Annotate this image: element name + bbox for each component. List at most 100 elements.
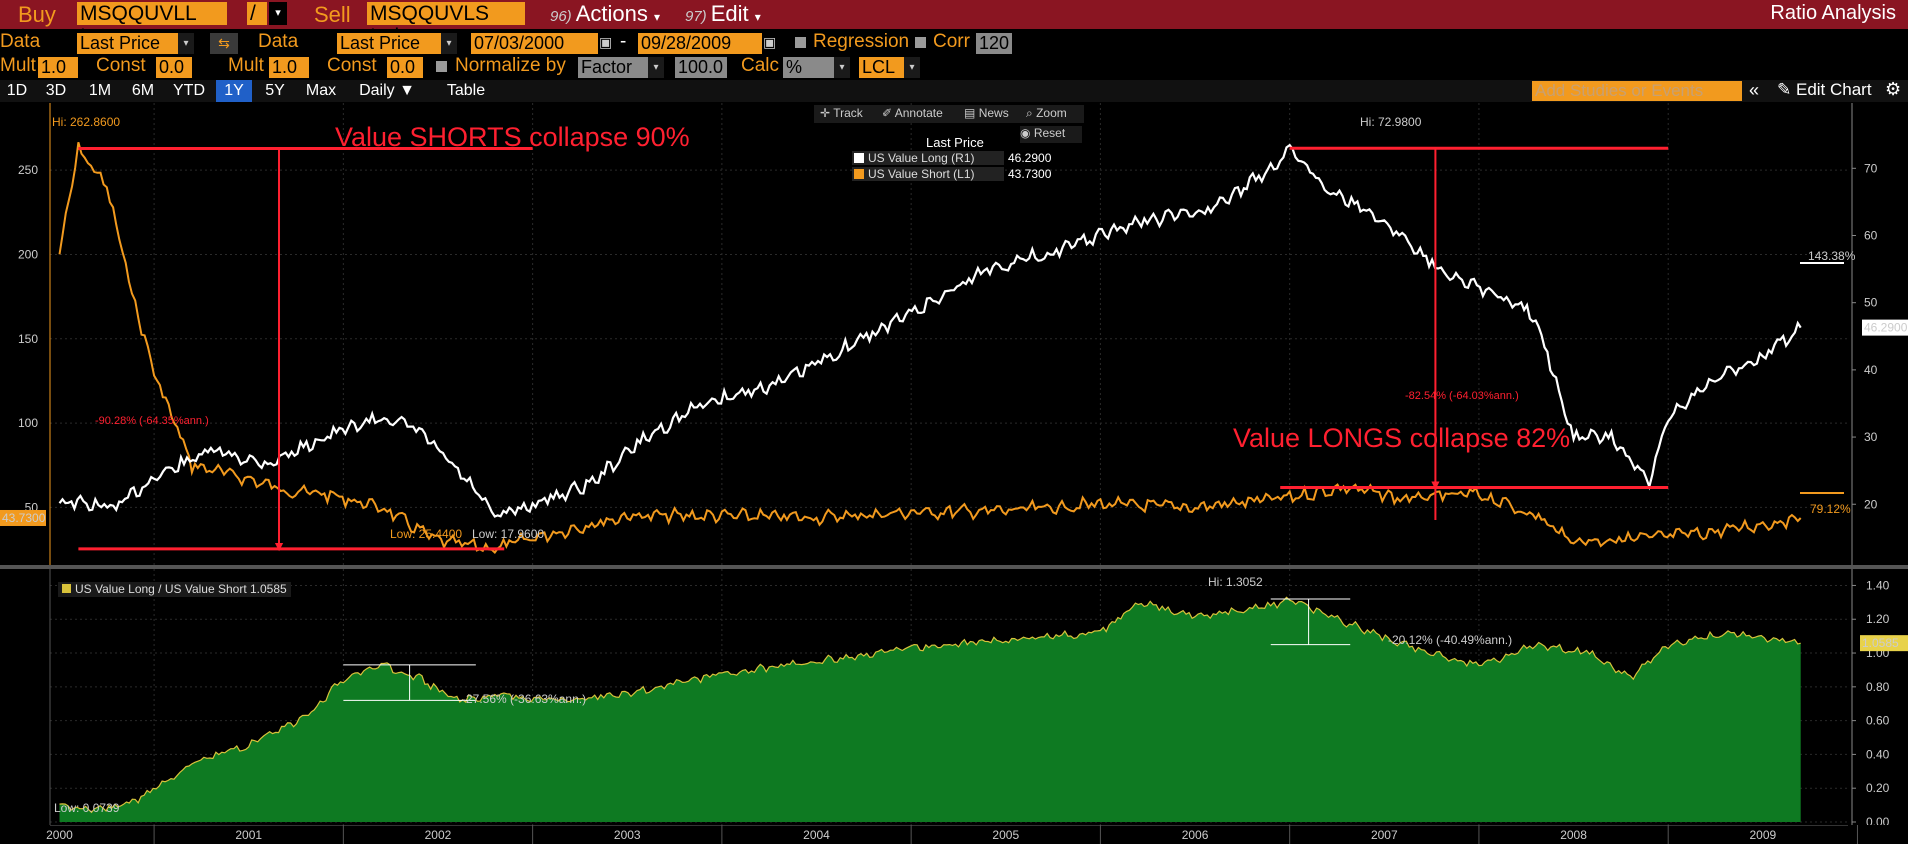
period-1y[interactable]: 1Y <box>216 80 252 102</box>
x-axis-year-label: 2009 <box>1749 828 1776 842</box>
sell-label: Sell <box>314 2 351 27</box>
calc-dropdown-icon[interactable]: ▾ <box>834 57 850 78</box>
period-1m[interactable]: 1M <box>88 82 112 99</box>
zoom-button[interactable]: ⌕ Zoom <box>1026 106 1067 121</box>
ratio-legend[interactable]: US Value Long / US Value Short 1.0585 <box>58 582 291 597</box>
price-grid <box>50 103 1848 565</box>
swap-icon[interactable]: ⇆ <box>210 33 238 54</box>
x-axis-year-label: 2004 <box>803 828 830 842</box>
x-axis-year-label: 2003 <box>614 828 641 842</box>
x-axis-year-label: 2008 <box>1560 828 1587 842</box>
actions-menu-label: Actions <box>575 1 648 26</box>
legend-long-row[interactable]: US Value Long (R1) <box>852 151 1004 165</box>
add-studies-input[interactable]: Add Studies or Events <box>1532 81 1742 101</box>
mult2-field[interactable]: 1.0 <box>269 57 309 78</box>
news-icon: ▤ <box>964 106 976 120</box>
actions-menu[interactable]: 96) Actions ▾ <box>550 1 660 27</box>
calc-field[interactable]: % <box>783 57 845 78</box>
lcl-dropdown-icon[interactable]: ▾ <box>904 57 920 78</box>
actions-menu-number: 96) <box>550 8 572 25</box>
annotate-label: Annotate <box>894 106 943 120</box>
start-calendar-icon[interactable]: ▣ <box>599 34 613 50</box>
price-legend: Last Price US Value Long (R1) 46.2900 US… <box>850 134 1060 184</box>
start-date-field[interactable]: 07/03/2000 <box>471 33 598 54</box>
left-axis-tick: 100 <box>18 416 38 430</box>
long-low-label: Low: 17.9600 <box>472 527 544 541</box>
data1-dropdown-icon[interactable]: ▾ <box>178 33 194 54</box>
ratio-axes: 0.000.200.400.600.801.001.201.40 <box>49 569 1890 829</box>
mult1-label: Mult <box>0 55 36 76</box>
legend-short-swatch <box>854 169 864 179</box>
edit-menu[interactable]: 97) Edit ▾ <box>685 1 761 27</box>
chart-divider[interactable] <box>0 565 1908 569</box>
data1-label: Data <box>0 31 41 52</box>
legend-title: Last Price <box>926 135 984 150</box>
x-axis-year-label: 2000 <box>46 828 73 842</box>
longs-collapse-label: Value LONGS collapse 82% <box>1233 423 1570 453</box>
collapse-icon[interactable]: « <box>1749 80 1760 100</box>
lcl-field[interactable]: LCL <box>859 57 909 78</box>
const2-field[interactable]: 0.0 <box>387 57 423 78</box>
x-axis-year-label: 2001 <box>235 828 262 842</box>
data2-field[interactable]: Last Price <box>337 33 455 54</box>
end-date-field[interactable]: 09/28/2009 <box>638 33 762 54</box>
mult1-field[interactable]: 1.0 <box>38 57 78 78</box>
const1-field[interactable]: 0.0 <box>156 57 192 78</box>
normalize-label: Normalize by <box>455 55 566 76</box>
edit-chart-button[interactable]: ✎ Edit Chart <box>1777 80 1872 100</box>
frequency-label: Daily <box>359 82 395 99</box>
pencil-icon: ✎ <box>1777 80 1792 99</box>
buy-ticker-field[interactable]: MSQQUVLL Inc <box>77 2 227 48</box>
corr-label: Corr <box>933 31 970 52</box>
legend-short-row[interactable]: US Value Short (L1) <box>852 167 1004 181</box>
gear-icon[interactable]: ⚙ <box>1885 79 1902 99</box>
right-axis-tick: 20 <box>1864 497 1878 511</box>
data2-label: Data <box>258 31 299 52</box>
reset-button[interactable]: ◉ Reset <box>1020 126 1082 143</box>
period-6m[interactable]: 6M <box>131 82 155 99</box>
period-5y[interactable]: 5Y <box>265 82 285 99</box>
legend-short-value: 43.7300 <box>1008 167 1052 181</box>
title-bar <box>0 0 1908 29</box>
period-1d[interactable]: 1D <box>6 82 28 99</box>
news-button[interactable]: ▤ News <box>964 106 1009 120</box>
left-axis-tick: 150 <box>18 332 38 346</box>
legend-long-swatch <box>854 153 864 163</box>
factor-field[interactable]: 100.0 <box>675 57 727 78</box>
normalize-field[interactable]: Factor <box>578 57 654 78</box>
corr-field[interactable]: 120 <box>976 33 1012 54</box>
frequency-dropdown[interactable]: Daily ▼ <box>348 80 426 102</box>
corr-checkbox[interactable] <box>915 37 926 48</box>
operator-dropdown-icon[interactable]: ▾ <box>269 2 287 25</box>
ratio-axis-tick: 1.20 <box>1866 612 1890 626</box>
end-calendar-icon[interactable]: ▣ <box>763 34 777 50</box>
annotate-icon: ✐ <box>882 106 893 120</box>
data1-field[interactable]: Last Price <box>77 33 192 54</box>
ratio-legend-title: US Value Long / US Value Short 1.0585 <box>75 582 287 596</box>
ratio-chart[interactable]: 0.000.200.400.600.801.001.201.40 Hi: 1.3… <box>0 569 1908 829</box>
ratio-hi-label: Hi: 1.3052 <box>1208 575 1263 589</box>
right-axis-tick: 70 <box>1864 161 1878 175</box>
x-axis-year-label: 2002 <box>425 828 452 842</box>
x-axis-bg <box>0 825 1908 844</box>
normalize-checkbox[interactable] <box>436 61 447 72</box>
app-title: Ratio Analysis <box>1770 2 1896 24</box>
buy-label: Buy <box>18 2 56 27</box>
x-axis-year-label: 2007 <box>1371 828 1398 842</box>
annotate-button[interactable]: ✐ Annotate <box>882 106 943 120</box>
settings-row-1: Data Last Price ▾ ⇆ Data Last Price ▾ 07… <box>0 31 1908 55</box>
edit-chevron-icon: ▾ <box>754 10 761 24</box>
const2-label: Const <box>327 55 377 76</box>
period-3d[interactable]: 3D <box>45 82 67 99</box>
table-button[interactable]: Table <box>446 82 486 99</box>
data2-dropdown-icon[interactable]: ▾ <box>441 33 457 54</box>
track-button[interactable]: ✛ Track <box>820 106 863 120</box>
regression-checkbox[interactable] <box>795 37 806 48</box>
normalize-dropdown-icon[interactable]: ▾ <box>648 57 664 78</box>
period-ytd[interactable]: YTD <box>173 82 205 99</box>
period-toolbar <box>0 80 1908 102</box>
sell-ticker-field[interactable]: MSQQUVLS Ind <box>367 2 525 48</box>
ratio-operator-field[interactable]: / <box>247 2 267 25</box>
short-series-line <box>58 142 1802 554</box>
period-max[interactable]: Max <box>305 82 337 99</box>
